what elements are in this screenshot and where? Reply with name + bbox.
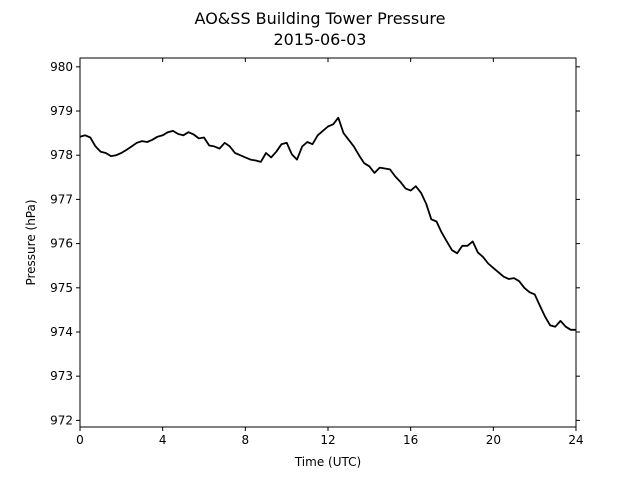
x-tick-label: 16	[403, 433, 418, 447]
ticks-layer: 0 4 8 12 16 20 24 972 973 974 975 976 977 978 979 980	[50, 58, 584, 447]
y-tick-label: 979	[50, 104, 73, 118]
x-tick-label: 4	[159, 433, 167, 447]
chart-title: AO&SS Building Tower Pressure	[195, 9, 446, 28]
x-tick-label: 0	[76, 433, 84, 447]
x-tick-label: 24	[568, 433, 583, 447]
chart-subtitle: 2015-06-03	[274, 30, 367, 49]
plot-frame	[79, 57, 577, 428]
y-axis-label: Pressure (hPa)	[24, 199, 38, 285]
x-tick-label: 20	[486, 433, 501, 447]
series-layer	[79, 116, 576, 331]
x-tick-label: 8	[242, 433, 250, 447]
y-tick-label: 977	[50, 192, 73, 206]
y-tick-label: 974	[50, 325, 73, 339]
y-tick-label: 980	[50, 60, 73, 74]
y-tick-label: 976	[50, 237, 73, 251]
pressure-series-line	[79, 116, 576, 331]
x-axis-label: Time (UTC)	[294, 455, 361, 469]
y-tick-label: 978	[50, 148, 73, 162]
y-tick-label: 973	[50, 369, 73, 383]
x-tick-label: 12	[320, 433, 335, 447]
y-tick-label: 975	[50, 281, 73, 295]
y-tick-label: 972	[50, 413, 73, 427]
